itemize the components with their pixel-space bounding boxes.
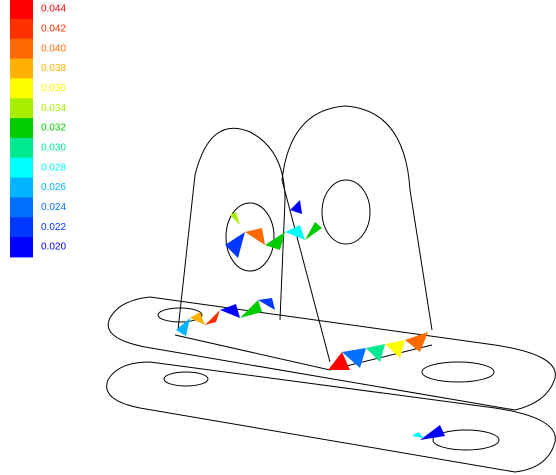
legend-label: 0.020 bbox=[41, 242, 66, 253]
color-swatch bbox=[10, 237, 33, 257]
legend-label: 0.036 bbox=[41, 83, 66, 94]
model-outline bbox=[107, 106, 556, 472]
color-swatch bbox=[10, 98, 33, 118]
legend-label: 0.026 bbox=[41, 182, 66, 193]
color-swatch bbox=[10, 39, 33, 59]
color-swatch bbox=[10, 138, 33, 158]
color-swatch bbox=[10, 118, 33, 138]
legend-label: 0.028 bbox=[41, 162, 66, 173]
legend-label: 0.034 bbox=[41, 103, 66, 114]
color-swatch bbox=[10, 0, 33, 19]
page: 0.044 0.042 0.040 0.038 0.036 0.034 0.032 0.030… bbox=[0, 0, 556, 475]
color-swatch bbox=[10, 178, 33, 198]
legend-label: 0.030 bbox=[41, 142, 66, 153]
result-fringes bbox=[176, 200, 445, 440]
legend-label: 0.022 bbox=[41, 222, 66, 233]
color-swatch bbox=[10, 158, 33, 178]
legend-label: 0.042 bbox=[41, 23, 66, 34]
color-swatch bbox=[10, 217, 33, 237]
legend-label: 0.044 bbox=[41, 4, 66, 15]
color-swatch bbox=[10, 19, 33, 39]
legend: 0.044 0.042 0.040 0.038 0.036 0.034 0.032 0.030… bbox=[10, 0, 66, 257]
legend-label: 0.040 bbox=[41, 43, 66, 54]
legend-label: 0.038 bbox=[41, 63, 66, 74]
fea-view: 0.044 0.042 0.040 0.038 0.036 0.034 0.032 0.030… bbox=[0, 0, 556, 475]
color-swatch bbox=[10, 59, 33, 79]
color-swatch bbox=[10, 197, 33, 217]
legend-label: 0.032 bbox=[41, 123, 66, 134]
legend-label: 0.024 bbox=[41, 202, 66, 213]
color-swatch bbox=[10, 78, 33, 98]
